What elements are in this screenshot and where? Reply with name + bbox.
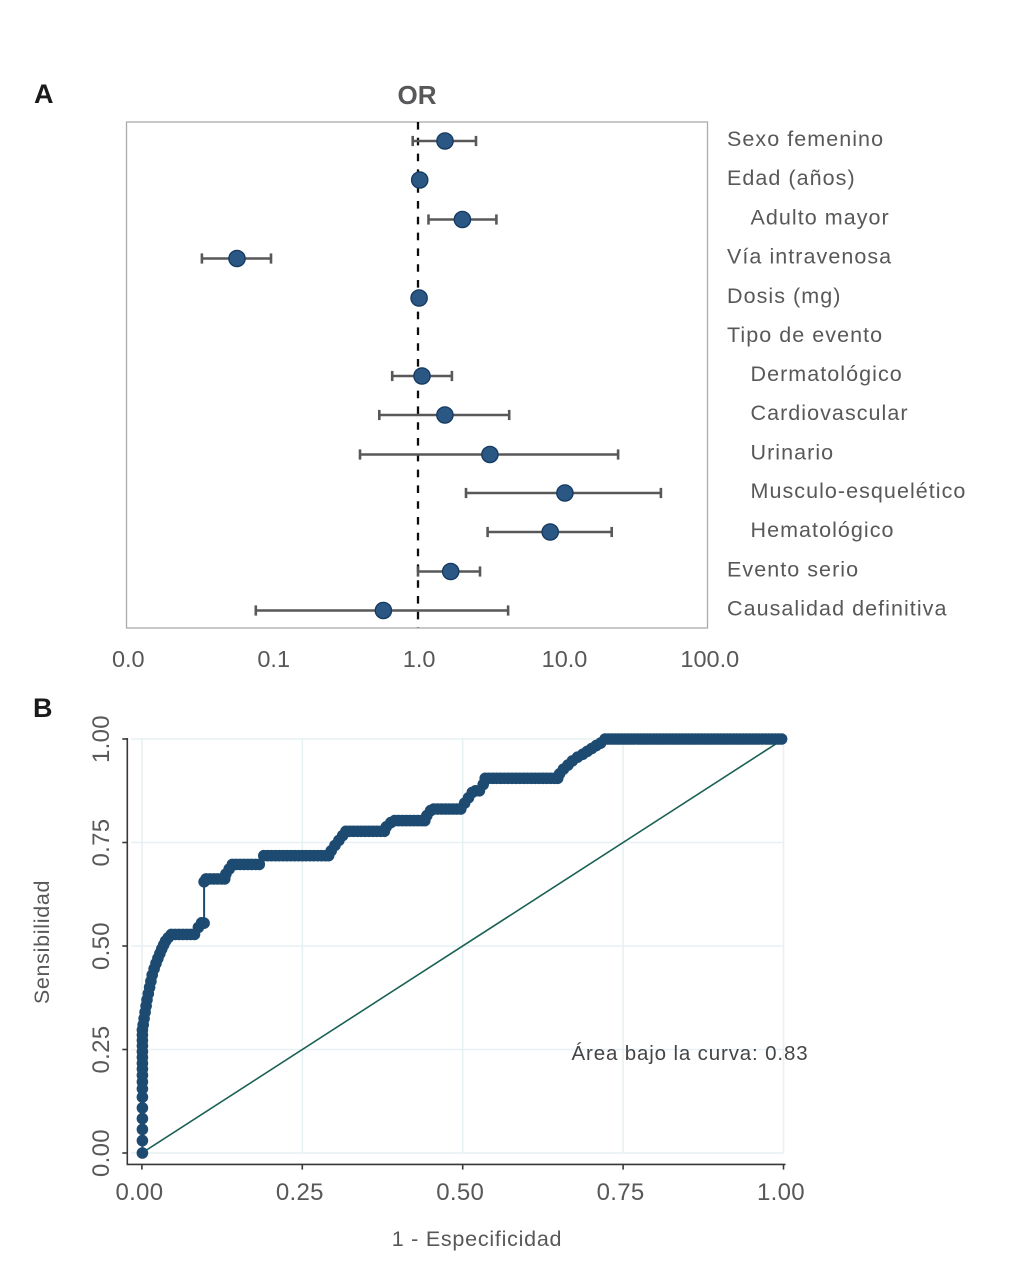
svg-text:100.0: 100.0 [680,646,739,672]
svg-text:A: A [34,79,54,109]
svg-text:Evento serio: Evento serio [727,557,859,581]
svg-text:Cardiovascular: Cardiovascular [751,401,909,425]
svg-text:0.1: 0.1 [257,646,290,672]
svg-text:0.50: 0.50 [88,922,115,970]
svg-text:1.00: 1.00 [88,715,115,763]
svg-text:0.25: 0.25 [276,1179,324,1206]
svg-text:B: B [33,693,53,723]
svg-text:1.00: 1.00 [757,1179,805,1206]
svg-text:0.00: 0.00 [88,1129,115,1177]
svg-text:Urinario: Urinario [751,440,835,464]
svg-text:Dermatológico: Dermatológico [751,362,903,386]
svg-text:Vía intravenosa: Vía intravenosa [727,244,892,268]
svg-text:0.0: 0.0 [112,646,145,672]
svg-text:1 - Especificidad: 1 - Especificidad [392,1227,563,1251]
svg-text:0.25: 0.25 [88,1026,115,1074]
svg-text:Tipo de evento: Tipo de evento [727,323,883,347]
svg-text:Causalidad definitiva: Causalidad definitiva [727,596,947,620]
svg-text:0.50: 0.50 [436,1179,484,1206]
svg-text:OR: OR [398,80,437,110]
svg-text:Hematológico: Hematológico [751,518,895,542]
svg-text:10.0: 10.0 [542,646,588,672]
svg-text:0.00: 0.00 [115,1179,163,1206]
svg-text:0.75: 0.75 [88,819,115,867]
svg-text:Edad (años): Edad (años) [727,166,856,190]
svg-text:Musculo-esquelético: Musculo-esquelético [751,479,967,503]
svg-text:Sexo femenino: Sexo femenino [727,127,884,151]
svg-text:0.75: 0.75 [597,1179,645,1206]
svg-text:Dosis (mg): Dosis (mg) [727,284,841,308]
svg-text:1.0: 1.0 [403,646,436,672]
svg-text:Adulto mayor: Adulto mayor [751,205,890,229]
svg-text:Área bajo la curva: 0.83: Área bajo la curva: 0.83 [572,1042,809,1065]
svg-text:Sensibilidad: Sensibilidad [30,880,54,1004]
